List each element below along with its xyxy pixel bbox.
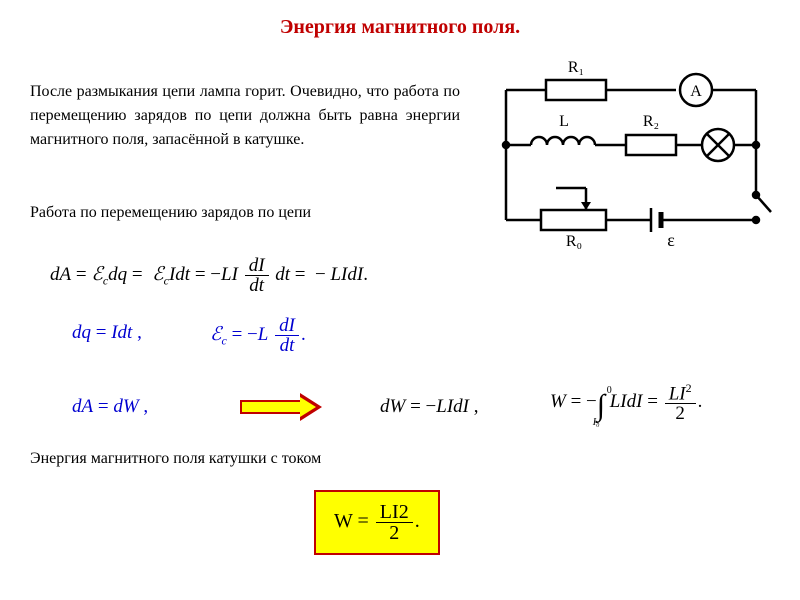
work-intro-line: Работа по перемещению зарядов по цепи — [30, 204, 311, 222]
conclusion-text: Энергия магнитного поля катушки с током — [30, 450, 321, 468]
label-r2: R₂ — [643, 113, 659, 130]
label-r1: R₁ — [568, 60, 584, 76]
page-title: Энергия магнитного поля. — [0, 16, 800, 39]
circuit-diagram: R₁ A L R₂ R₀ ε — [486, 60, 776, 250]
intro-paragraph: После размыкания цепи лампа горит. Очеви… — [30, 80, 460, 152]
equation-W-integral: W = −∫0I₀ LIdI = LI22. — [550, 382, 702, 423]
equation-dA-dW: dA = dW , — [72, 396, 148, 418]
label-ammeter: A — [690, 83, 702, 100]
final-formula-box: W = LI22. — [314, 490, 440, 555]
equation-dq: dq = Idt , — [72, 322, 142, 344]
label-emf: ε — [667, 230, 675, 250]
equation-dA-chain: dA = ℰcdq = ℰcIdt = −LI dIdt dt = − LIdI… — [50, 256, 368, 295]
label-l: L — [559, 113, 569, 130]
equation-dW: dW = −LIdI , — [380, 396, 479, 418]
equation-emf-c: ℰc = −L dIdt. — [210, 316, 306, 355]
implication-arrow-icon — [240, 395, 320, 419]
label-r0: R₀ — [566, 233, 582, 250]
